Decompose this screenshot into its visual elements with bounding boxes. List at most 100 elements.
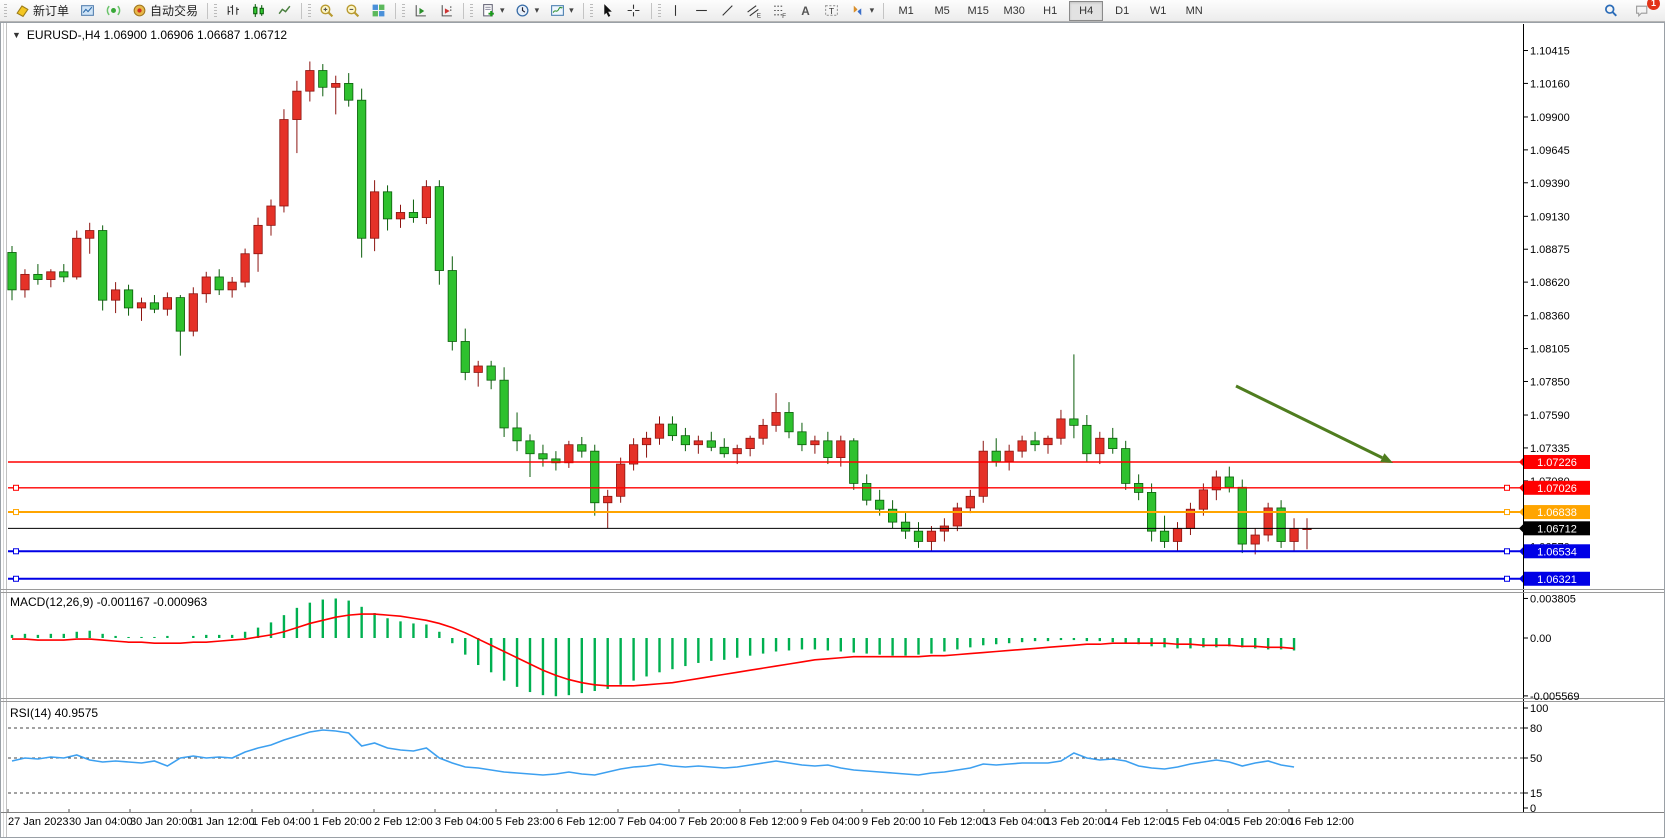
tile-windows-button[interactable] xyxy=(365,0,391,22)
equidistant-channel-button[interactable]: E xyxy=(741,0,767,22)
fibonacci-retracement-button[interactable]: F xyxy=(767,0,793,22)
dropdown-arrow-icon[interactable]: ▾ xyxy=(500,5,505,15)
bars-icon xyxy=(224,3,240,19)
candle-bearish xyxy=(214,276,224,291)
candle-bullish xyxy=(1289,528,1299,542)
vertical-line-button[interactable] xyxy=(663,0,689,22)
candlestick-chart-button[interactable] xyxy=(245,0,271,22)
dropdown-arrow-icon[interactable]: ▾ xyxy=(569,5,574,15)
price-tick-label: 1.08360 xyxy=(1530,311,1570,323)
macd-indicator-label: MACD(12,26,9) -0.001167 -0.000963 xyxy=(10,595,208,609)
text-label-button[interactable]: T xyxy=(819,0,845,22)
templates-button[interactable]: ▾ xyxy=(544,0,579,22)
time-tick-label: 8 Feb 12:00 xyxy=(740,816,799,828)
dropdown-arrow-icon[interactable]: ▾ xyxy=(869,5,875,15)
candle-bearish xyxy=(1108,437,1118,449)
timeframe-mn-button[interactable]: MN xyxy=(1185,4,1203,17)
candle-bullish xyxy=(46,271,56,280)
price-badge xyxy=(1524,544,1590,559)
timeframe-m1-button[interactable]: M1 xyxy=(898,4,914,17)
chart-windows-button[interactable] xyxy=(74,0,100,22)
candle-bullish xyxy=(1043,437,1053,446)
time-tick-label: 15 Feb 04:00 xyxy=(1167,816,1232,828)
horizontal-line-button[interactable] xyxy=(689,0,715,22)
search-button[interactable] xyxy=(1597,0,1623,22)
line-handle[interactable] xyxy=(1504,575,1510,582)
candle-bullish xyxy=(926,530,937,542)
candle-bullish xyxy=(1211,476,1221,491)
bar-chart-button[interactable] xyxy=(219,0,245,22)
time-tick-label: 30 Jan 20:00 xyxy=(130,816,194,828)
chart-shift-button[interactable] xyxy=(433,0,459,22)
timeframe-w1-button[interactable]: W1 xyxy=(1149,4,1167,17)
toolbar-grip xyxy=(657,3,661,18)
autotrading-button[interactable]: 自动交易 xyxy=(126,0,203,22)
timeframe-m30-button[interactable]: M30 xyxy=(1003,4,1025,17)
price-badge-notch xyxy=(1519,483,1523,492)
line-chart-button[interactable] xyxy=(271,0,297,22)
price-tick-label: 1.08105 xyxy=(1530,344,1570,356)
notifications-button[interactable]: 1 xyxy=(1629,0,1660,22)
price-badge xyxy=(1524,454,1590,469)
template-icon xyxy=(549,3,565,19)
time-tick-label: 14 Feb 12:00 xyxy=(1106,816,1171,828)
time-tick-label: 27 Jan 2023 xyxy=(8,816,69,828)
auto-scroll-button[interactable] xyxy=(407,0,433,22)
cursor-button[interactable] xyxy=(595,0,621,22)
timeframe-h1-button[interactable]: H1 xyxy=(1043,4,1058,17)
candle-bullish xyxy=(136,302,147,309)
arrows-button[interactable]: ▾ xyxy=(845,0,880,22)
timeframe-m5-button[interactable]: M5 xyxy=(934,4,950,17)
line-handle[interactable] xyxy=(13,575,19,582)
rsi-axis-label: 0 xyxy=(1530,803,1536,815)
candle-bearish xyxy=(344,83,354,101)
candle-bullish xyxy=(732,448,742,455)
indicators-list-button[interactable]: ▾ xyxy=(475,0,510,22)
zoom-out-icon xyxy=(344,3,360,19)
timeframe-m15-button[interactable]: M15 xyxy=(967,4,989,17)
timeframe-d1-button[interactable]: D1 xyxy=(1115,4,1130,17)
dropdown-arrow-icon[interactable]: ▾ xyxy=(534,5,540,15)
candle-bearish xyxy=(33,273,43,280)
collapse-triangle-icon[interactable]: ▼ xyxy=(12,30,21,40)
trendline-button[interactable] xyxy=(715,0,741,22)
candle-bearish xyxy=(434,186,444,271)
auto-scroll-icon xyxy=(412,3,428,19)
price-badge-label: 1.06321 xyxy=(1537,574,1577,586)
time-tick-label: 7 Feb 20:00 xyxy=(679,816,738,828)
toolbar-grip xyxy=(308,3,312,18)
crosshair-button[interactable] xyxy=(621,0,647,22)
line-handle[interactable] xyxy=(1504,509,1510,516)
candle-bullish xyxy=(693,440,703,446)
new-order-button[interactable]: 新订单 xyxy=(9,0,74,22)
timeframe-h4-button[interactable]: H4 xyxy=(1069,0,1104,21)
candle-bullish xyxy=(162,297,172,310)
macd-axis-label: 0.003805 xyxy=(1530,593,1576,605)
chart-window-frame xyxy=(0,22,1665,838)
line-handle[interactable] xyxy=(1504,484,1510,491)
trend-arrow[interactable] xyxy=(1235,384,1393,463)
time-tick-label: 1 Feb 04:00 xyxy=(252,816,311,828)
market-signals-button[interactable] xyxy=(100,0,126,22)
line-handle[interactable] xyxy=(13,509,19,516)
price-tick-label: 1.09390 xyxy=(1530,178,1570,190)
candle-bullish xyxy=(188,293,198,332)
zoom-out-button[interactable] xyxy=(339,0,365,22)
line-handle[interactable] xyxy=(13,548,19,555)
candle-bearish xyxy=(823,440,833,459)
candle-bearish xyxy=(991,450,1001,462)
line-handle[interactable] xyxy=(13,484,19,491)
chart-shift-icon xyxy=(438,3,454,19)
text-button[interactable]: A xyxy=(793,0,819,22)
candle-bullish xyxy=(292,90,302,120)
price-tick-label: 1.10160 xyxy=(1530,78,1570,90)
candle-bullish xyxy=(745,437,755,449)
trend-arrow-shaft[interactable] xyxy=(1235,384,1383,460)
price-tick-label: 1.07590 xyxy=(1530,410,1570,422)
toolbar-right-cluster: 1 xyxy=(1597,0,1663,22)
line-handle[interactable] xyxy=(1504,548,1510,555)
periods-button[interactable]: ▾ xyxy=(510,0,545,22)
zoom-in-button[interactable] xyxy=(313,0,339,22)
candle-bullish xyxy=(201,276,211,295)
